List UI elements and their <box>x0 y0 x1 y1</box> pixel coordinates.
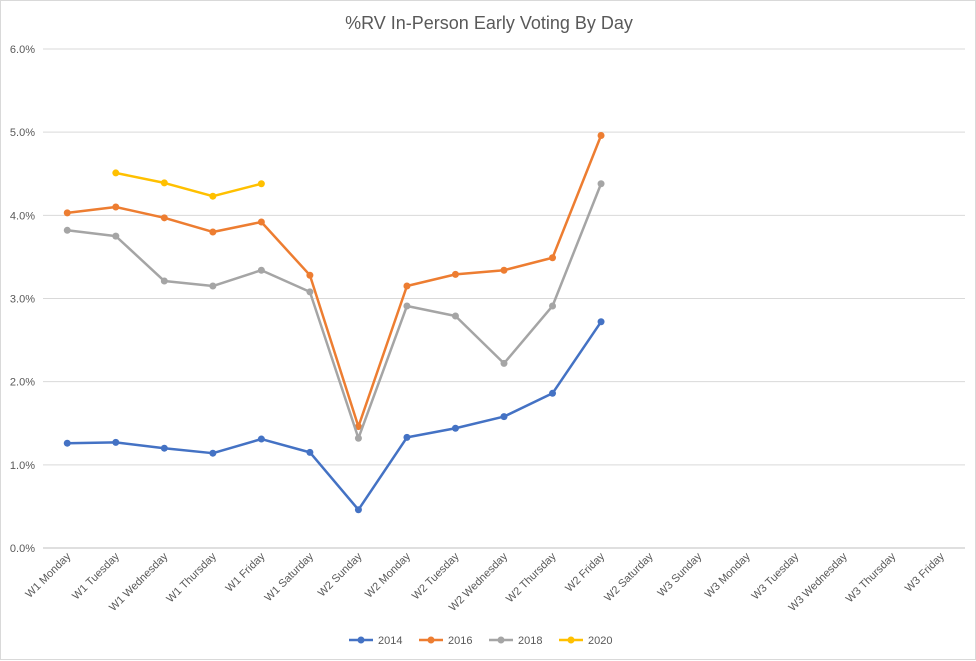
y-tick-label: 0.0% <box>10 543 35 555</box>
legend-label: 2018 <box>518 635 542 647</box>
y-axis-ticks: 0.0% 1.0% 2.0% 3.0% 4.0% 5.0% 6.0% <box>10 44 35 555</box>
data-point <box>354 423 362 431</box>
data-point <box>451 270 459 278</box>
data-point <box>500 266 508 274</box>
legend-item: 2020 <box>559 635 612 647</box>
data-point <box>597 180 605 188</box>
data-point <box>63 209 71 217</box>
legend-swatch-marker <box>427 636 435 644</box>
data-point <box>209 192 217 200</box>
x-tick-label: W3 Monday <box>703 550 753 600</box>
data-point <box>257 435 265 443</box>
data-point <box>112 438 120 446</box>
series-2020 <box>112 169 265 200</box>
y-tick-label: 3.0% <box>10 294 35 306</box>
legend-swatch-marker <box>497 636 505 644</box>
x-tick-label: W3 Tuesday <box>750 550 802 602</box>
data-point <box>306 448 314 456</box>
data-point <box>160 444 168 452</box>
legend-item: 2014 <box>349 635 402 647</box>
legend-label: 2016 <box>448 635 472 647</box>
data-point <box>160 179 168 187</box>
data-point <box>209 228 217 236</box>
legend-swatch-marker <box>567 636 575 644</box>
data-point <box>403 302 411 310</box>
x-tick-label: W2 Monday <box>363 550 413 600</box>
y-tick-label: 1.0% <box>10 460 35 472</box>
y-tick-label: 2.0% <box>10 377 35 389</box>
data-point <box>549 302 557 310</box>
series-line <box>66 320 603 511</box>
data-point <box>306 288 314 296</box>
x-tick-label: W1 Saturday <box>263 550 317 604</box>
data-point <box>354 506 362 514</box>
data-point <box>549 389 557 397</box>
series-lines <box>63 131 605 514</box>
series-2014 <box>63 318 605 514</box>
data-point <box>63 226 71 234</box>
data-point <box>160 277 168 285</box>
data-point <box>306 271 314 279</box>
data-point <box>112 232 120 240</box>
gridlines <box>43 48 965 549</box>
data-point <box>403 282 411 290</box>
x-tick-label: W3 Friday <box>903 550 947 594</box>
x-tick-label: W2 Saturday <box>602 550 656 604</box>
data-point <box>500 359 508 367</box>
series-line <box>114 171 263 198</box>
data-point <box>257 180 265 188</box>
y-tick-label: 4.0% <box>10 210 35 222</box>
data-point <box>549 254 557 262</box>
y-tick-label: 5.0% <box>10 127 35 139</box>
x-tick-label: W3 Thursday <box>844 550 899 605</box>
data-point <box>112 203 120 211</box>
x-tick-label: W2 Thursday <box>504 550 559 605</box>
data-point <box>63 439 71 447</box>
data-point <box>451 424 459 432</box>
series-2016 <box>63 131 605 431</box>
data-point <box>354 434 362 442</box>
series-line <box>66 182 603 440</box>
x-tick-label: W1 Monday <box>23 550 73 600</box>
data-point <box>257 218 265 226</box>
data-point <box>451 312 459 320</box>
x-tick-label: W2 Friday <box>563 550 607 594</box>
legend-label: 2020 <box>588 635 612 647</box>
x-tick-label: W2 Sunday <box>316 550 365 599</box>
x-tick-label: W1 Tuesday <box>70 550 122 602</box>
data-point <box>209 449 217 457</box>
series-line <box>66 134 603 428</box>
series-2018 <box>63 180 605 442</box>
chart-title: %RV In-Person Early Voting By Day <box>345 13 633 33</box>
data-point <box>257 266 265 274</box>
x-tick-label: W1 Thursday <box>164 550 219 605</box>
legend-swatch-marker <box>357 636 365 644</box>
legend-item: 2016 <box>419 635 472 647</box>
data-point <box>597 318 605 326</box>
data-point <box>500 413 508 421</box>
x-tick-label: W1 Friday <box>224 550 268 594</box>
legend-item: 2018 <box>489 635 542 647</box>
data-point <box>403 433 411 441</box>
legend: 2014 2016 2018 2020 <box>349 635 612 647</box>
x-tick-label: W2 Tuesday <box>410 550 462 602</box>
x-tick-label: W3 Sunday <box>656 550 705 599</box>
data-point <box>209 282 217 290</box>
data-point <box>112 169 120 177</box>
data-point <box>597 131 605 139</box>
legend-label: 2014 <box>378 635 402 647</box>
data-point <box>160 214 168 222</box>
y-tick-label: 6.0% <box>10 44 35 56</box>
